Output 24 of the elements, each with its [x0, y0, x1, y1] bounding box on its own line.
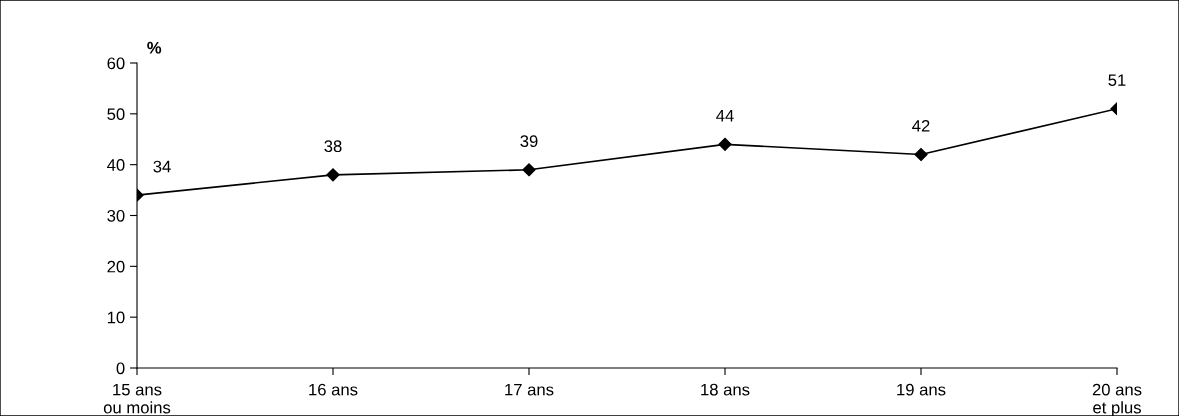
y-tick-label: 50: [107, 108, 125, 121]
x-tick-label: 15 ans ou moins: [103, 383, 171, 414]
y-axis-title: %: [147, 41, 162, 54]
data-label: 44: [716, 109, 734, 122]
data-label: 39: [520, 135, 538, 148]
data-label: 42: [912, 119, 930, 132]
y-tick-label: 60: [107, 57, 125, 70]
point: [914, 147, 928, 162]
x-tick-label: 19 ans: [897, 383, 946, 396]
data-label: 38: [324, 140, 342, 153]
y-tick-label: 40: [107, 159, 125, 171]
y-tick-label: 10: [107, 311, 125, 324]
y-tick-label: 20: [107, 260, 125, 273]
y-tick-label: 30: [107, 209, 125, 222]
data-label: 51: [1108, 74, 1126, 87]
x-tick-label: 20 ans et plus: [1092, 383, 1142, 416]
point: [718, 137, 732, 151]
y-tick-label: 0: [116, 362, 125, 375]
x-tick-label: 18 ans: [701, 383, 750, 396]
x-tick-label: 17 ans: [505, 383, 554, 396]
data-label: 34: [153, 160, 171, 173]
point: [326, 168, 340, 182]
x-tick-label: 16 ans: [309, 383, 358, 396]
point: [522, 163, 536, 177]
